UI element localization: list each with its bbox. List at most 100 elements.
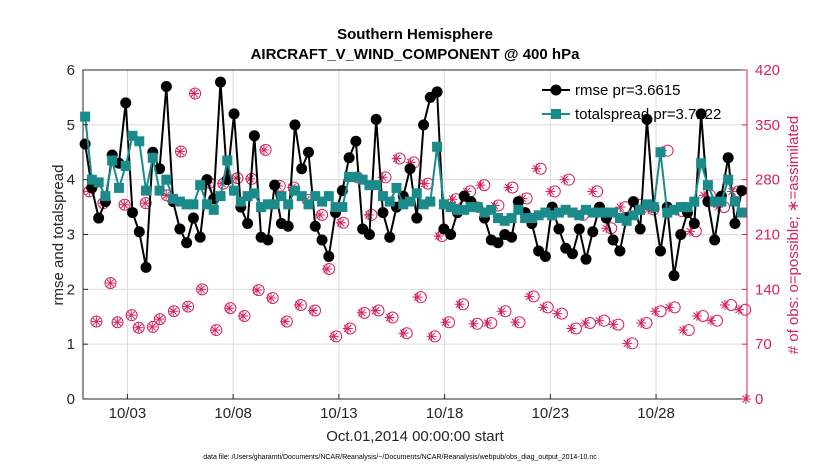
rmse-point — [269, 179, 281, 191]
asterisk-stroke — [134, 323, 143, 332]
totalspread-point — [601, 207, 612, 218]
obs-assimilated-marker — [552, 308, 563, 319]
asterisk-stroke — [385, 313, 394, 322]
asterisk-stroke — [371, 306, 380, 315]
rmse-point — [363, 229, 375, 240]
obs-assimilated-marker — [468, 318, 479, 329]
asterisk-stroke — [651, 307, 659, 316]
totalspread-point — [465, 202, 476, 213]
totalspread-point — [567, 207, 578, 218]
rmse-point — [181, 237, 193, 249]
totalspread-point — [729, 196, 740, 207]
asterisk-stroke — [553, 309, 562, 318]
asterisk-stroke — [211, 326, 219, 334]
asterisk-stroke — [295, 301, 303, 309]
rmse-point — [566, 248, 578, 260]
obs-assimilated-marker — [91, 316, 102, 327]
asterisk-stroke — [483, 319, 492, 327]
asterisk-stroke — [357, 308, 366, 317]
rmse-point — [506, 231, 518, 243]
rmse-point — [174, 223, 186, 235]
rmse-point — [160, 80, 172, 92]
obs-assimilated-marker — [475, 180, 486, 191]
rmse-point — [343, 152, 355, 164]
totalspread-point — [188, 199, 199, 210]
asterisk-stroke — [427, 332, 436, 341]
totalspread-point — [459, 204, 470, 215]
totalspread-point — [296, 191, 307, 202]
rmse-point — [418, 119, 430, 131]
obs-assimilated-marker — [293, 300, 304, 310]
asterisk-stroke — [441, 318, 450, 327]
obs-assimilated-marker — [580, 318, 591, 329]
y-tick-label: 5 — [67, 117, 75, 134]
totalspread-point — [594, 207, 605, 218]
obs-assimilated-marker — [447, 194, 458, 205]
obs-assimilated-marker — [636, 318, 647, 329]
asterisk-stroke — [239, 312, 247, 320]
y-right-tick-label: 280 — [755, 172, 780, 189]
obs-assimilated-marker — [391, 153, 402, 164]
asterisk-stroke — [504, 183, 513, 192]
obs-assimilated-marker — [510, 317, 521, 328]
asterisk-stroke — [546, 187, 555, 196]
obs-assimilated-marker — [426, 331, 437, 342]
totalspread-point — [256, 202, 267, 213]
asterisk-stroke — [392, 154, 401, 163]
rmse-point — [377, 207, 389, 219]
obs-assimilated-marker — [706, 315, 717, 326]
rmse-point — [709, 234, 721, 246]
totalspread-point — [262, 199, 273, 210]
totalspread-point — [344, 171, 355, 182]
obs-assimilated-marker — [182, 301, 193, 312]
totalspread-point — [513, 204, 524, 215]
totalspread-point — [242, 191, 253, 202]
asterisk-stroke — [190, 89, 198, 98]
asterisk-stroke — [127, 311, 136, 320]
obs-assimilated-marker — [503, 182, 514, 193]
totalspread-point — [621, 215, 632, 226]
asterisk-stroke — [148, 323, 157, 331]
totalspread-point — [249, 188, 260, 199]
totalspread-point — [702, 180, 713, 191]
obs-assimilated-marker — [419, 178, 430, 189]
obs-assimilated-marker — [566, 323, 577, 334]
totalspread-point — [120, 160, 131, 171]
y-right-tick-label: 0 — [755, 391, 763, 408]
totalspread-point — [384, 196, 395, 207]
asterisk-stroke — [476, 181, 485, 190]
totalspread-point — [696, 158, 707, 169]
obs-assimilated-marker — [196, 284, 207, 295]
totalspread-point — [689, 196, 700, 207]
y-tick-label: 4 — [67, 172, 75, 189]
totalspread-point — [479, 207, 490, 218]
totalspread-point — [452, 204, 463, 215]
asterisk-stroke — [120, 200, 129, 209]
totalspread-point — [377, 191, 388, 202]
obs-assimilated-marker — [363, 209, 374, 220]
asterisk-stroke — [511, 318, 520, 327]
totalspread-point — [269, 199, 280, 210]
y-tick-label: 2 — [67, 281, 75, 298]
obs-assimilated-marker — [733, 304, 744, 315]
rmse-point — [411, 212, 423, 224]
obs-assimilated-marker — [126, 310, 137, 321]
asterisk-stroke — [281, 317, 289, 326]
totalspread-point — [614, 213, 625, 224]
totalspread-point — [709, 196, 720, 207]
asterisk-stroke — [448, 195, 457, 204]
totalspread-point — [161, 174, 172, 185]
totalspread-point — [581, 204, 592, 215]
obs-assimilated-marker — [105, 278, 116, 289]
totalspread-point — [181, 199, 192, 210]
totalspread-point — [411, 188, 422, 199]
obs-assimilated-marker — [356, 307, 367, 318]
totalspread-point — [682, 202, 693, 213]
asterisk-stroke — [525, 292, 534, 301]
totalspread-point — [100, 191, 111, 202]
obs-assimilated-marker — [685, 226, 696, 237]
asterisk-stroke — [686, 227, 694, 236]
rmse-point — [445, 229, 457, 240]
obs-assimilated-marker — [594, 315, 605, 326]
